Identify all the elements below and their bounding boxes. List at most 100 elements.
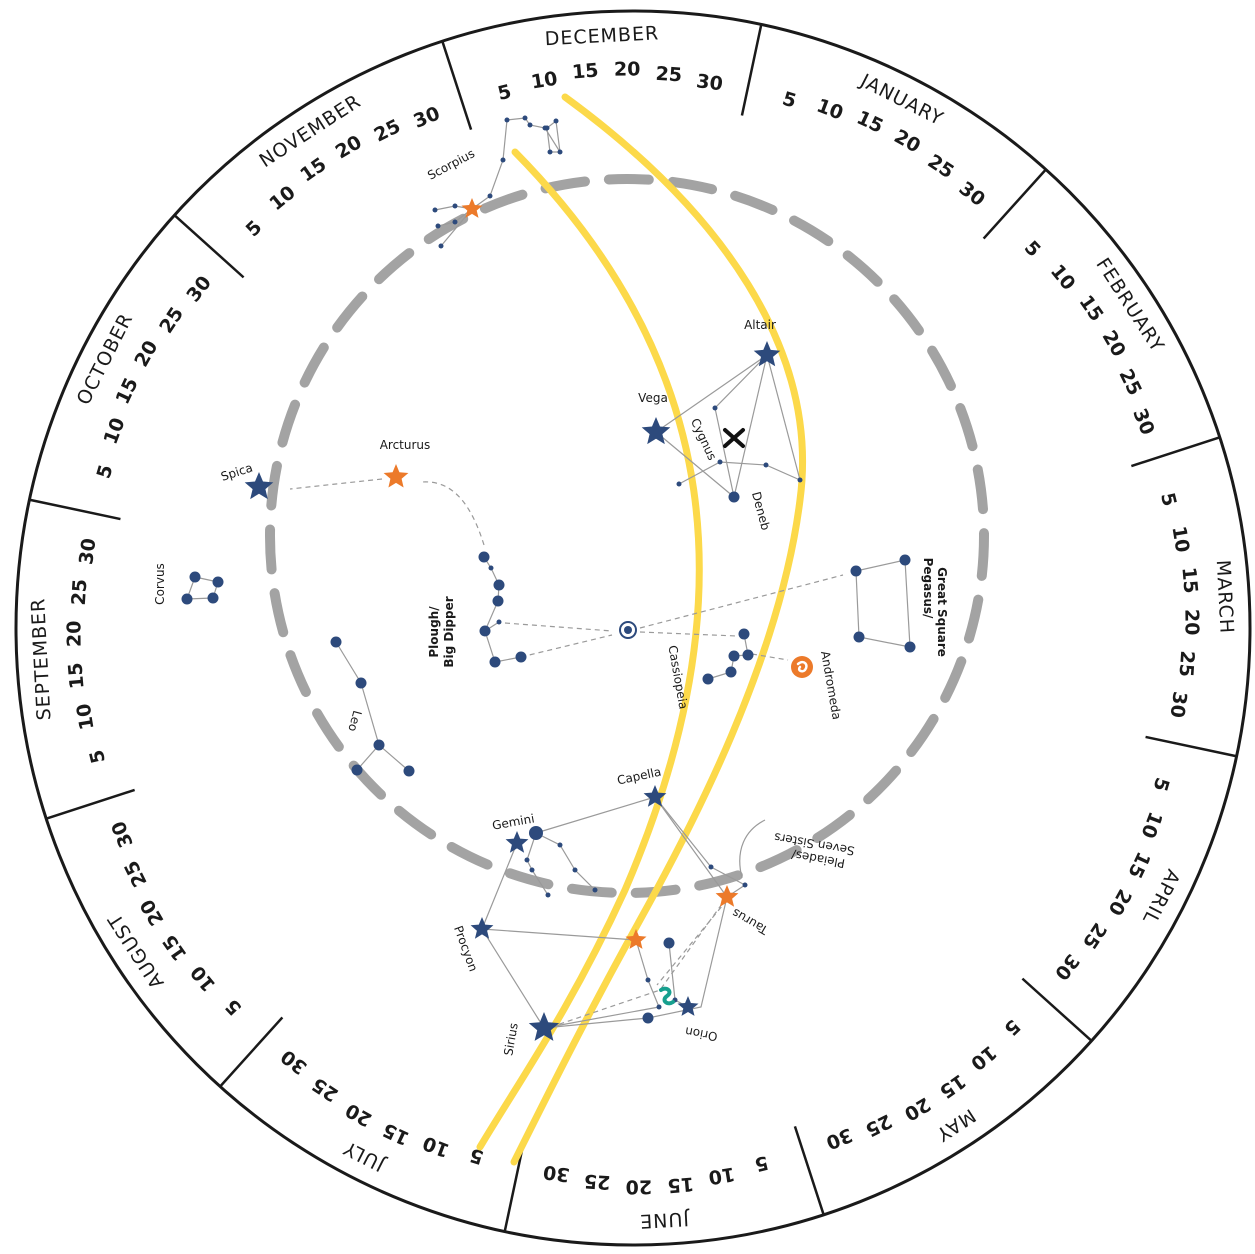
star-dot — [676, 481, 682, 487]
day-tick-label: 15 — [853, 107, 886, 138]
label-taurus: Taurus — [730, 906, 772, 938]
day-tick-label: 25 — [155, 303, 188, 337]
scorpius-antares-star — [461, 198, 483, 218]
day-tick-label: 5 — [780, 88, 799, 113]
day-tick-label: 15 — [1123, 848, 1154, 881]
star-dot — [742, 882, 748, 888]
star-dot — [725, 666, 737, 678]
label-arcturus: Arcturus — [380, 438, 431, 452]
polaris-outer-ring — [619, 621, 637, 639]
capella-star — [643, 785, 667, 807]
star-dot — [355, 677, 367, 689]
scorpius-lines-2 — [546, 119, 561, 153]
star-dot — [524, 857, 530, 863]
star-dot — [557, 842, 563, 848]
month-divider — [982, 168, 1047, 240]
day-tick-label: 10 — [966, 1041, 1000, 1075]
star-dot — [763, 462, 769, 468]
plough-to-arcturus-pointer — [421, 481, 485, 546]
taurus-to-pleiades-pointer — [547, 896, 728, 1029]
day-tick-label: 25 — [371, 115, 404, 146]
star-dot — [515, 651, 527, 663]
month-divider — [740, 24, 763, 116]
polaris-to-pegasus-pointer — [639, 574, 844, 629]
label-scorpius: Scorpius — [425, 146, 477, 182]
label-capella: Capella — [616, 765, 663, 788]
pegasus-lines — [855, 559, 911, 648]
arcturus-star — [383, 464, 409, 488]
day-tick-label: 20 — [1103, 885, 1135, 919]
month-divider — [219, 1016, 284, 1088]
label-andromeda: Andromeda — [818, 650, 844, 721]
month-label: JULY — [340, 1136, 389, 1176]
day-tick-label: 10 — [1136, 809, 1166, 842]
taurus-pointer-2 — [656, 899, 728, 986]
day-tick-label: 10 — [420, 1131, 453, 1161]
aldebaran-star — [715, 885, 739, 907]
label-leo: Leo — [345, 709, 364, 733]
star-dot — [728, 650, 740, 662]
spica-star — [244, 472, 274, 500]
day-tick-label: 30 — [75, 537, 100, 566]
day-tick-label: 20 — [890, 125, 924, 157]
star-dot — [708, 864, 714, 870]
day-tick-label: 30 — [695, 70, 724, 95]
day-tick-label: 30 — [955, 177, 989, 211]
month-divider — [793, 1125, 825, 1216]
day-tick-label: 25 — [1078, 919, 1111, 953]
star-dot — [212, 576, 224, 588]
day-tick-label: 30 — [823, 1123, 856, 1153]
star-dot — [642, 1012, 654, 1024]
day-tick-label: 25 — [120, 857, 151, 890]
star-dot — [504, 117, 510, 123]
label-sirius: Sirius — [501, 1022, 521, 1057]
day-tick-label: 25 — [924, 150, 958, 183]
star-dot — [438, 243, 444, 249]
month-divider — [441, 40, 473, 131]
star-dot — [572, 867, 578, 873]
month-label: SEPTEMBER — [27, 597, 55, 721]
small-stars — [181, 115, 916, 1024]
star-dot — [492, 595, 504, 607]
label-plough-2: Big Dipper — [442, 596, 456, 667]
leo-lines — [335, 641, 410, 772]
star-dot — [656, 1004, 662, 1010]
day-tick-label: 5 — [221, 995, 246, 1020]
star-dot — [403, 765, 415, 777]
constellation-lines — [186, 117, 911, 1029]
betelgeuse-star — [625, 929, 647, 949]
day-tick-label: 25 — [655, 63, 683, 87]
star-dot — [545, 892, 551, 898]
star-dot — [373, 739, 385, 751]
star-dot — [728, 491, 740, 503]
star-dot — [797, 477, 803, 483]
month-label: MARCH — [1212, 559, 1238, 634]
day-tick-label: 5 — [93, 462, 118, 481]
day-tick-label: 30 — [182, 272, 216, 306]
star-dot — [547, 149, 553, 155]
day-tick-label: 15 — [571, 59, 599, 83]
month-divider — [1021, 977, 1093, 1042]
day-tick-label: 30 — [542, 1160, 571, 1185]
star-dot — [904, 641, 916, 653]
star-dot — [853, 631, 865, 643]
day-tick-label: 30 — [1165, 690, 1190, 719]
day-tick-label: 15 — [64, 662, 88, 690]
label-procyon: Procyon — [451, 924, 480, 974]
day-tick-label: 20 — [332, 131, 366, 163]
star-dot — [189, 571, 201, 583]
winter-lines-3 — [481, 928, 637, 941]
day-tick-label: 10 — [186, 961, 220, 995]
cross-marker-icon — [723, 428, 745, 448]
pleiades-pointer-curve — [739, 819, 766, 879]
day-tick-label: 20 — [1180, 609, 1202, 636]
star-dot — [529, 867, 535, 873]
day-tick-label: 5 — [1020, 237, 1045, 262]
star-dot — [489, 656, 501, 668]
day-tick-label: 10 — [1046, 260, 1080, 294]
day-tick-label: 5 — [1148, 775, 1173, 794]
day-tick-label: 15 — [112, 374, 143, 407]
leo-lines-2 — [356, 744, 380, 771]
day-tick-label: 20 — [900, 1093, 934, 1125]
